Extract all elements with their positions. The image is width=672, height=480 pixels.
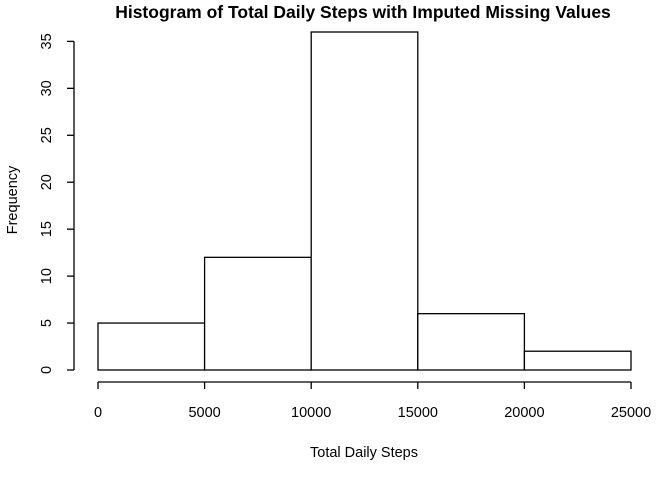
x-tick-label-5: 25000 — [611, 405, 651, 421]
x-tick-label-4: 20000 — [504, 405, 544, 421]
y-axis: 0 5 10 15 20 25 30 35 — [39, 33, 75, 374]
histogram-bar-2 — [310, 31, 419, 371]
histogram-bar-3 — [417, 313, 526, 371]
y-tick-label-1: 5 — [39, 319, 55, 327]
y-tick-label-3: 15 — [39, 221, 55, 237]
y-tick-label-5: 25 — [39, 127, 55, 143]
histogram-bar-4 — [523, 350, 632, 371]
x-tick-label-1: 5000 — [188, 405, 220, 421]
x-tick-label-0: 0 — [94, 405, 102, 421]
y-tick-label-0: 0 — [39, 366, 55, 374]
y-tick-label-7: 35 — [39, 33, 55, 49]
y-axis-label: Frequency — [5, 165, 21, 234]
y-tick-label-2: 10 — [39, 268, 55, 284]
y-tick-label-6: 30 — [39, 80, 55, 96]
x-axis: 0 5000 10000 15000 20000 25000 — [94, 381, 651, 421]
bars-group — [97, 31, 632, 371]
y-tick-label-4: 20 — [39, 174, 55, 190]
histogram-bar-0 — [97, 322, 206, 371]
chart-title: Histogram of Total Daily Steps with Impu… — [115, 2, 611, 22]
x-tick-label-3: 15000 — [398, 405, 438, 421]
x-axis-label: Total Daily Steps — [310, 445, 418, 461]
histogram-bar-1 — [203, 256, 312, 371]
x-tick-label-2: 10000 — [291, 405, 331, 421]
